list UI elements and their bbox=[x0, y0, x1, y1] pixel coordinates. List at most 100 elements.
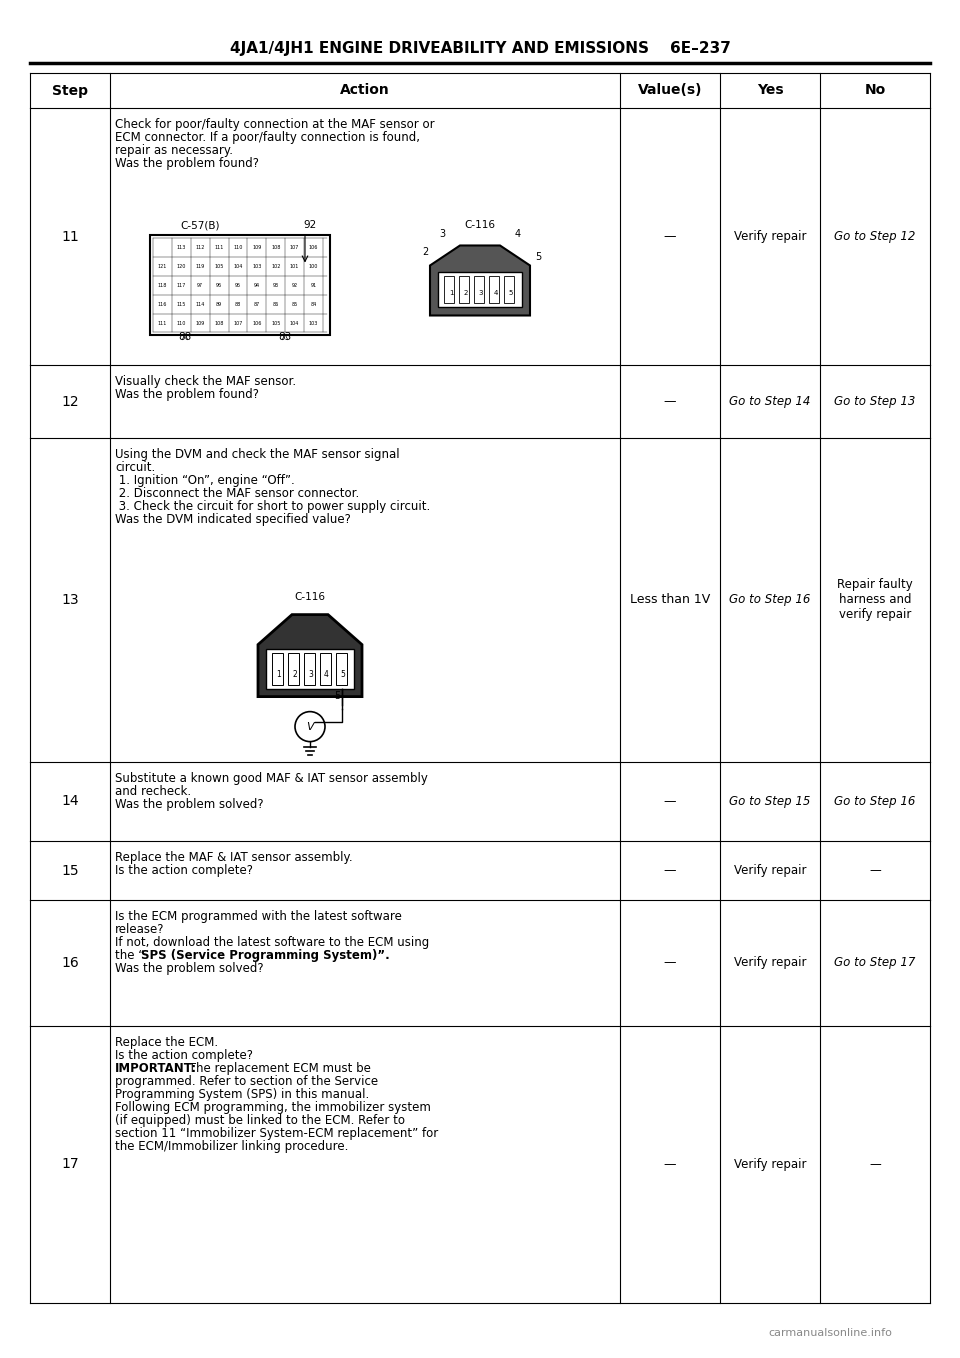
Text: Using the DVM and check the MAF sensor signal: Using the DVM and check the MAF sensor s… bbox=[115, 448, 399, 462]
Polygon shape bbox=[430, 246, 530, 315]
Text: the “: the “ bbox=[115, 949, 144, 963]
Text: 2: 2 bbox=[464, 291, 468, 296]
Text: Repair faulty
harness and
verify repair: Repair faulty harness and verify repair bbox=[837, 579, 913, 622]
Text: 107: 107 bbox=[233, 320, 243, 326]
Text: 116: 116 bbox=[157, 301, 167, 307]
Text: 92: 92 bbox=[303, 220, 317, 231]
Text: 1: 1 bbox=[276, 669, 281, 679]
Text: 92: 92 bbox=[292, 282, 298, 288]
Text: 107: 107 bbox=[290, 246, 300, 250]
Text: 88: 88 bbox=[235, 301, 241, 307]
Text: IMPORTANT:: IMPORTANT: bbox=[115, 1062, 197, 1074]
Text: 2: 2 bbox=[421, 247, 428, 258]
Text: Is the ECM programmed with the latest software: Is the ECM programmed with the latest so… bbox=[115, 910, 402, 923]
Circle shape bbox=[295, 712, 325, 741]
Text: 91: 91 bbox=[310, 282, 317, 288]
Text: 4: 4 bbox=[493, 291, 498, 296]
Text: release?: release? bbox=[115, 923, 164, 936]
Text: carmanualsonline.info: carmanualsonline.info bbox=[768, 1328, 892, 1338]
Text: Was the problem found?: Was the problem found? bbox=[115, 388, 259, 402]
Text: Go to Step 17: Go to Step 17 bbox=[834, 956, 916, 970]
Text: 11: 11 bbox=[61, 230, 79, 243]
Text: 104: 104 bbox=[290, 320, 300, 326]
Text: circuit.: circuit. bbox=[115, 462, 156, 474]
Text: Replace the MAF & IAT sensor assembly.: Replace the MAF & IAT sensor assembly. bbox=[115, 851, 352, 864]
Bar bbox=[438, 273, 522, 307]
Text: —: — bbox=[869, 1158, 881, 1171]
Bar bbox=[266, 649, 354, 689]
Text: Yes: Yes bbox=[756, 83, 783, 98]
Bar bbox=[504, 277, 514, 303]
Text: Go to Step 14: Go to Step 14 bbox=[730, 395, 810, 409]
Text: 1: 1 bbox=[448, 291, 453, 296]
Text: 4JA1/4JH1 ENGINE DRIVEABILITY AND EMISSIONS    6E–237: 4JA1/4JH1 ENGINE DRIVEABILITY AND EMISSI… bbox=[229, 41, 731, 56]
Text: 113: 113 bbox=[177, 246, 186, 250]
Text: Verify repair: Verify repair bbox=[733, 864, 806, 877]
Text: 106: 106 bbox=[252, 320, 261, 326]
Text: If not, download the latest software to the ECM using: If not, download the latest software to … bbox=[115, 936, 429, 949]
Text: Less than 1V: Less than 1V bbox=[630, 593, 710, 607]
Text: 115: 115 bbox=[177, 301, 186, 307]
Text: Programming System (SPS) in this manual.: Programming System (SPS) in this manual. bbox=[115, 1088, 370, 1101]
Text: Verify repair: Verify repair bbox=[733, 231, 806, 243]
Text: 83: 83 bbox=[278, 333, 292, 342]
Text: Is the action complete?: Is the action complete? bbox=[115, 864, 253, 877]
Text: 96: 96 bbox=[216, 282, 222, 288]
Text: Check for poor/faulty connection at the MAF sensor or: Check for poor/faulty connection at the … bbox=[115, 118, 435, 130]
Text: programmed. Refer to section of the Service: programmed. Refer to section of the Serv… bbox=[115, 1074, 378, 1088]
Text: 117: 117 bbox=[177, 282, 186, 288]
Text: Is the action complete?: Is the action complete? bbox=[115, 1048, 253, 1062]
Text: 111: 111 bbox=[214, 246, 224, 250]
Text: 110: 110 bbox=[177, 320, 186, 326]
Text: 109: 109 bbox=[252, 246, 261, 250]
Text: 106: 106 bbox=[309, 246, 319, 250]
Text: —: — bbox=[663, 864, 676, 877]
Text: 87: 87 bbox=[253, 301, 260, 307]
Text: Was the problem found?: Was the problem found? bbox=[115, 158, 259, 170]
Text: C-57(B): C-57(B) bbox=[180, 220, 220, 231]
Text: Visually check the MAF sensor.: Visually check the MAF sensor. bbox=[115, 375, 296, 388]
Bar bbox=[150, 235, 330, 335]
Text: No: No bbox=[864, 83, 886, 98]
Text: 119: 119 bbox=[196, 265, 204, 269]
Text: Was the DVM indicated specified value?: Was the DVM indicated specified value? bbox=[115, 513, 350, 526]
Text: 17: 17 bbox=[61, 1157, 79, 1172]
Text: 3: 3 bbox=[308, 669, 313, 679]
Text: 86: 86 bbox=[273, 301, 279, 307]
Text: Was the problem solved?: Was the problem solved? bbox=[115, 963, 264, 975]
Text: 105: 105 bbox=[214, 265, 224, 269]
Text: 114: 114 bbox=[196, 301, 204, 307]
Text: The replacement ECM must be: The replacement ECM must be bbox=[185, 1062, 371, 1074]
Text: 102: 102 bbox=[271, 265, 280, 269]
Text: Action: Action bbox=[340, 83, 390, 98]
Text: 110: 110 bbox=[233, 246, 243, 250]
Text: Step: Step bbox=[52, 83, 88, 98]
Text: 103: 103 bbox=[309, 320, 319, 326]
Text: 94: 94 bbox=[253, 282, 260, 288]
Text: 88: 88 bbox=[179, 333, 192, 342]
Text: 85: 85 bbox=[292, 301, 298, 307]
Text: Value(s): Value(s) bbox=[637, 83, 703, 98]
Text: Substitute a known good MAF & IAT sensor assembly: Substitute a known good MAF & IAT sensor… bbox=[115, 771, 428, 785]
Text: Following ECM programming, the immobilizer system: Following ECM programming, the immobiliz… bbox=[115, 1101, 431, 1114]
Text: 108: 108 bbox=[271, 246, 280, 250]
Text: 84: 84 bbox=[310, 301, 317, 307]
Text: 105: 105 bbox=[271, 320, 280, 326]
Text: Go to Step 13: Go to Step 13 bbox=[834, 395, 916, 409]
Text: 95: 95 bbox=[235, 282, 241, 288]
Text: 5: 5 bbox=[334, 691, 340, 701]
Text: 103: 103 bbox=[252, 265, 261, 269]
Bar bbox=[444, 277, 454, 303]
Text: and recheck.: and recheck. bbox=[115, 785, 191, 797]
Text: Go to Step 16: Go to Step 16 bbox=[730, 593, 810, 607]
Bar bbox=[288, 653, 299, 684]
Text: 15: 15 bbox=[61, 864, 79, 877]
Text: —: — bbox=[663, 395, 676, 409]
Bar bbox=[336, 653, 347, 684]
Text: Verify repair: Verify repair bbox=[733, 1158, 806, 1171]
Text: Go to Step 16: Go to Step 16 bbox=[834, 794, 916, 808]
Text: 2. Disconnect the MAF sensor connector.: 2. Disconnect the MAF sensor connector. bbox=[115, 488, 359, 500]
Text: C-116: C-116 bbox=[295, 592, 325, 602]
Text: —: — bbox=[663, 1158, 676, 1171]
Text: 5: 5 bbox=[340, 669, 345, 679]
